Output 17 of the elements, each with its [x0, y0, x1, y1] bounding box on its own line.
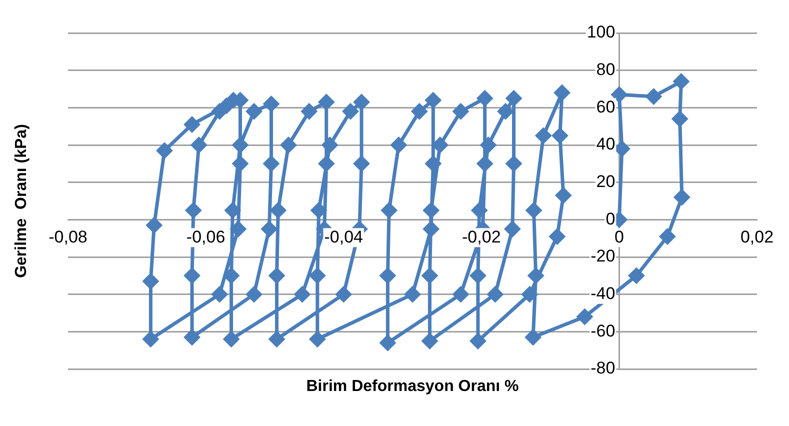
- x-tick-label: -0,08: [48, 227, 88, 246]
- y-tick-label: 20: [596, 172, 616, 192]
- x-tick-label: -0,02: [462, 227, 501, 246]
- y-tick-label: -60: [590, 321, 616, 340]
- y-tick-label: 60: [596, 97, 616, 116]
- x-axis-title: Birim Deformasyon Oranı %: [305, 378, 520, 396]
- x-tick-label: 0,02: [740, 227, 774, 246]
- y-axis-title: Gerilme Oranı (kPa): [13, 124, 31, 278]
- y-tick-label: -80: [590, 358, 616, 378]
- x-tick-label: -0,04: [324, 227, 363, 246]
- y-tick-label: 100: [586, 22, 616, 42]
- y-tick-label: 80: [596, 60, 616, 80]
- y-tick-label: 40: [596, 134, 616, 154]
- y-tick-label: -40: [590, 284, 616, 304]
- x-tick-label: -0,06: [186, 227, 226, 246]
- y-tick-label: -20: [590, 246, 616, 266]
- y-tick-label: 0: [606, 209, 616, 228]
